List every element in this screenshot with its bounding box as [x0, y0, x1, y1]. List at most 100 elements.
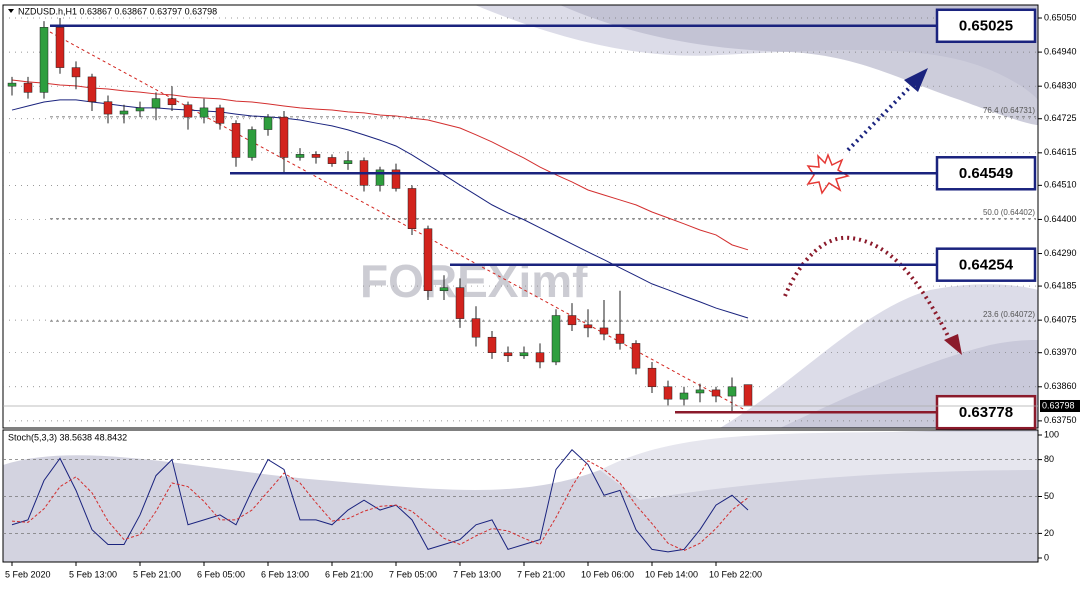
candle-body [183, 104, 193, 118]
arrow-up [846, 80, 917, 152]
candle-body [135, 107, 145, 112]
current-price: 0.63798 [1042, 400, 1075, 410]
candle-body [279, 116, 289, 158]
y-tick-label: 0.64940 [1044, 46, 1077, 56]
y-tick-label: 0.64185 [1044, 280, 1077, 290]
candle-body [39, 27, 49, 93]
decor-waves [475, 5, 1038, 428]
candle-body [311, 154, 321, 158]
candle-body [391, 169, 401, 189]
candle-body [487, 336, 497, 353]
level-box [935, 8, 1037, 44]
candle-body [327, 157, 337, 164]
arrow-head [944, 334, 962, 355]
candle-body [151, 98, 161, 109]
candle-body [599, 327, 609, 335]
y-tick-label: 0.64725 [1044, 113, 1077, 123]
candle-body [711, 389, 721, 397]
y-tick-label: 0.64830 [1044, 81, 1077, 91]
y-tick-label: 0 [1044, 552, 1049, 562]
candle-body [343, 160, 353, 164]
level-box [935, 394, 1037, 430]
level-label: 0.63778 [959, 404, 1013, 421]
candle-body [551, 315, 561, 363]
price-panel [2, 4, 1039, 429]
level-box [935, 247, 1037, 282]
y-tick-label: 80 [1044, 454, 1054, 464]
x-tick-label: 10 Feb 06:00 [581, 569, 634, 579]
x-tick-label: 7 Feb 13:00 [453, 569, 501, 579]
x-tick-label: 6 Feb 21:00 [325, 569, 373, 579]
x-tick-label: 5 Feb 21:00 [133, 569, 181, 579]
y-tick-label: 0.63750 [1044, 415, 1077, 425]
moving-average [11, 99, 749, 319]
stoch-line [11, 449, 749, 553]
level-label: 0.64549 [959, 165, 1013, 182]
candle-body [743, 384, 753, 407]
candle-body [247, 129, 257, 158]
y-tick-label: 0.64075 [1044, 315, 1077, 325]
fib-label: 50.0 (0.64402) [983, 208, 1035, 217]
candle-body [231, 123, 241, 158]
y-tick-label: 0.64400 [1044, 214, 1077, 224]
candle-body [727, 386, 737, 397]
candle-body [7, 82, 17, 87]
candle-body [167, 98, 177, 106]
fib-label: 76.4 (0.64731) [983, 106, 1035, 115]
x-tick-label: 7 Feb 05:00 [389, 569, 437, 579]
candle-body [647, 367, 657, 388]
candle-body [631, 343, 641, 369]
candle-body [535, 352, 545, 363]
y-tick-label: 0.65050 [1044, 12, 1077, 22]
candle-body [503, 352, 513, 357]
stoch-line [11, 460, 749, 552]
candle-body [119, 110, 129, 115]
candle-body [695, 389, 705, 394]
y-tick-label: 100 [1044, 429, 1059, 439]
candle-body [439, 287, 449, 291]
candle-body [263, 116, 273, 130]
candle-body [199, 107, 209, 118]
candle-body [423, 228, 433, 291]
x-tick-label: 6 Feb 13:00 [261, 569, 309, 579]
arrow-curve [783, 235, 952, 341]
x-tick-label: 7 Feb 21:00 [517, 569, 565, 579]
y-tick-label: 0.63860 [1044, 381, 1077, 391]
candle-body [55, 27, 65, 68]
candle-body [567, 315, 577, 326]
x-tick-label: 10 Feb 22:00 [709, 569, 762, 579]
candle-body [679, 392, 689, 400]
y-tick-label: 0.64290 [1044, 248, 1077, 258]
menu-triangle [8, 9, 14, 13]
chart-title: NZDUSD.h,H1 0.63867 0.63867 0.63797 0.63… [18, 6, 217, 16]
candle-body [471, 318, 481, 338]
candle-body [583, 324, 593, 329]
level-label: 0.64254 [959, 257, 1014, 274]
x-tick-label: 10 Feb 14:00 [645, 569, 698, 579]
candle-body [295, 154, 305, 158]
price-tag [1040, 399, 1080, 412]
candle-body [663, 386, 673, 400]
candle-body [519, 352, 529, 357]
y-tick-label: 20 [1044, 528, 1054, 538]
moving-average [11, 79, 749, 251]
x-tick-label: 5 Feb 13:00 [69, 569, 117, 579]
y-tick-label: 0.64615 [1044, 147, 1077, 157]
candle-body [103, 101, 113, 115]
candle-body [71, 67, 81, 78]
y-tick-label: 0.64510 [1044, 180, 1077, 190]
candle-body [455, 287, 465, 319]
y-tick-label: 0.63970 [1044, 347, 1077, 357]
candle-body [407, 188, 417, 229]
arrow-head [904, 68, 928, 92]
level-box [935, 156, 1037, 191]
stoch-title: Stoch(5,3,3) 38.5638 48.8432 [8, 432, 127, 442]
x-tick-label: 5 Feb 2020 [5, 569, 51, 579]
candle-body [375, 169, 385, 186]
candle-body [615, 333, 625, 344]
decor-waves-stoch [3, 430, 1038, 562]
candle-body [23, 82, 33, 93]
fib-label: 23.6 (0.64072) [983, 310, 1035, 319]
y-tick-label: 50 [1044, 491, 1054, 501]
